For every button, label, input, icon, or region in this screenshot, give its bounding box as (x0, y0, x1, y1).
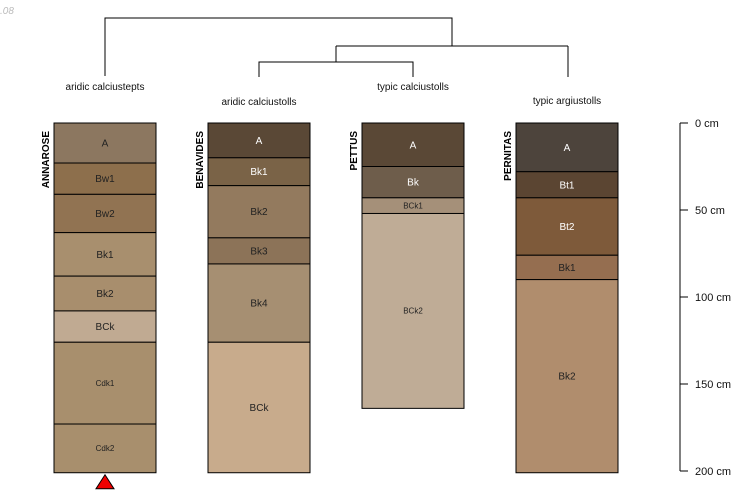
horizon-band (515, 279, 619, 474)
red-triangle-marker (95, 473, 115, 490)
horizon-label: Bw1 (95, 174, 115, 185)
horizon-label: Bk (407, 178, 420, 189)
horizon-label: Bk2 (250, 207, 268, 218)
horizon-label: Bt1 (559, 180, 574, 191)
profile-name: PERNITAS (503, 131, 514, 181)
horizon-label: Bk2 (96, 289, 114, 300)
profile-name: BENAVIDES (195, 131, 206, 189)
depth-tick-label: 100 cm (695, 292, 731, 304)
horizon-label: A (564, 143, 571, 154)
horizon-label: A (256, 136, 263, 147)
horizon-band (207, 263, 311, 343)
horizon-band (207, 341, 311, 474)
horizon-band (207, 157, 311, 187)
dendrogram-branch-calciustolls (258, 61, 414, 77)
corner-label: .08 (0, 6, 14, 17)
horizon-label: Cdk1 (96, 379, 115, 388)
horizon-label: A (102, 139, 109, 150)
horizon-band (515, 254, 619, 281)
horizon-band (53, 310, 157, 343)
depth-tick-label: 200 cm (695, 466, 731, 478)
dendrogram-branch-root (104, 17, 453, 76)
horizon-band (207, 237, 311, 265)
horizon-label: Bt2 (559, 222, 574, 233)
horizon-label: Bw2 (95, 209, 115, 220)
horizon-label: Bk1 (250, 167, 268, 178)
classification-label: typic argiustolls (533, 96, 601, 107)
horizon-label: Bk3 (250, 246, 268, 257)
horizon-band (53, 232, 157, 277)
classification-label: aridic calciustolls (221, 97, 296, 108)
horizon-label: Cdk2 (96, 444, 115, 453)
horizon-label: Bk1 (558, 263, 576, 274)
horizon-band (53, 162, 157, 195)
horizon-label: BCk (250, 403, 270, 414)
horizon-label: Bk1 (96, 250, 114, 261)
horizon-band (53, 122, 157, 164)
horizon-band (515, 171, 619, 199)
horizon-label: BCk (96, 322, 116, 333)
horizon-label: BCk1 (403, 201, 423, 210)
profile-name: PETTUS (349, 131, 360, 171)
horizon-band (53, 275, 157, 312)
horizon-label: BCk2 (403, 307, 423, 316)
profile-name: ANNAROSE (41, 131, 52, 189)
horizon-band (53, 423, 157, 474)
horizon-band (515, 197, 619, 256)
classification-label: typic calciustolls (377, 82, 449, 93)
depth-tick-label: 0 cm (695, 118, 719, 130)
horizon-label: Bk2 (558, 372, 576, 383)
horizon-label: Bk4 (250, 299, 268, 310)
depth-tick-label: 150 cm (695, 379, 731, 391)
horizon-band (361, 212, 465, 409)
depth-tick-label: 50 cm (695, 205, 725, 217)
horizon-label: A (410, 140, 417, 151)
classification-label: aridic calciustepts (66, 82, 145, 93)
horizon-band (53, 193, 157, 234)
horizon-band (207, 122, 311, 159)
horizon-band (207, 185, 311, 239)
